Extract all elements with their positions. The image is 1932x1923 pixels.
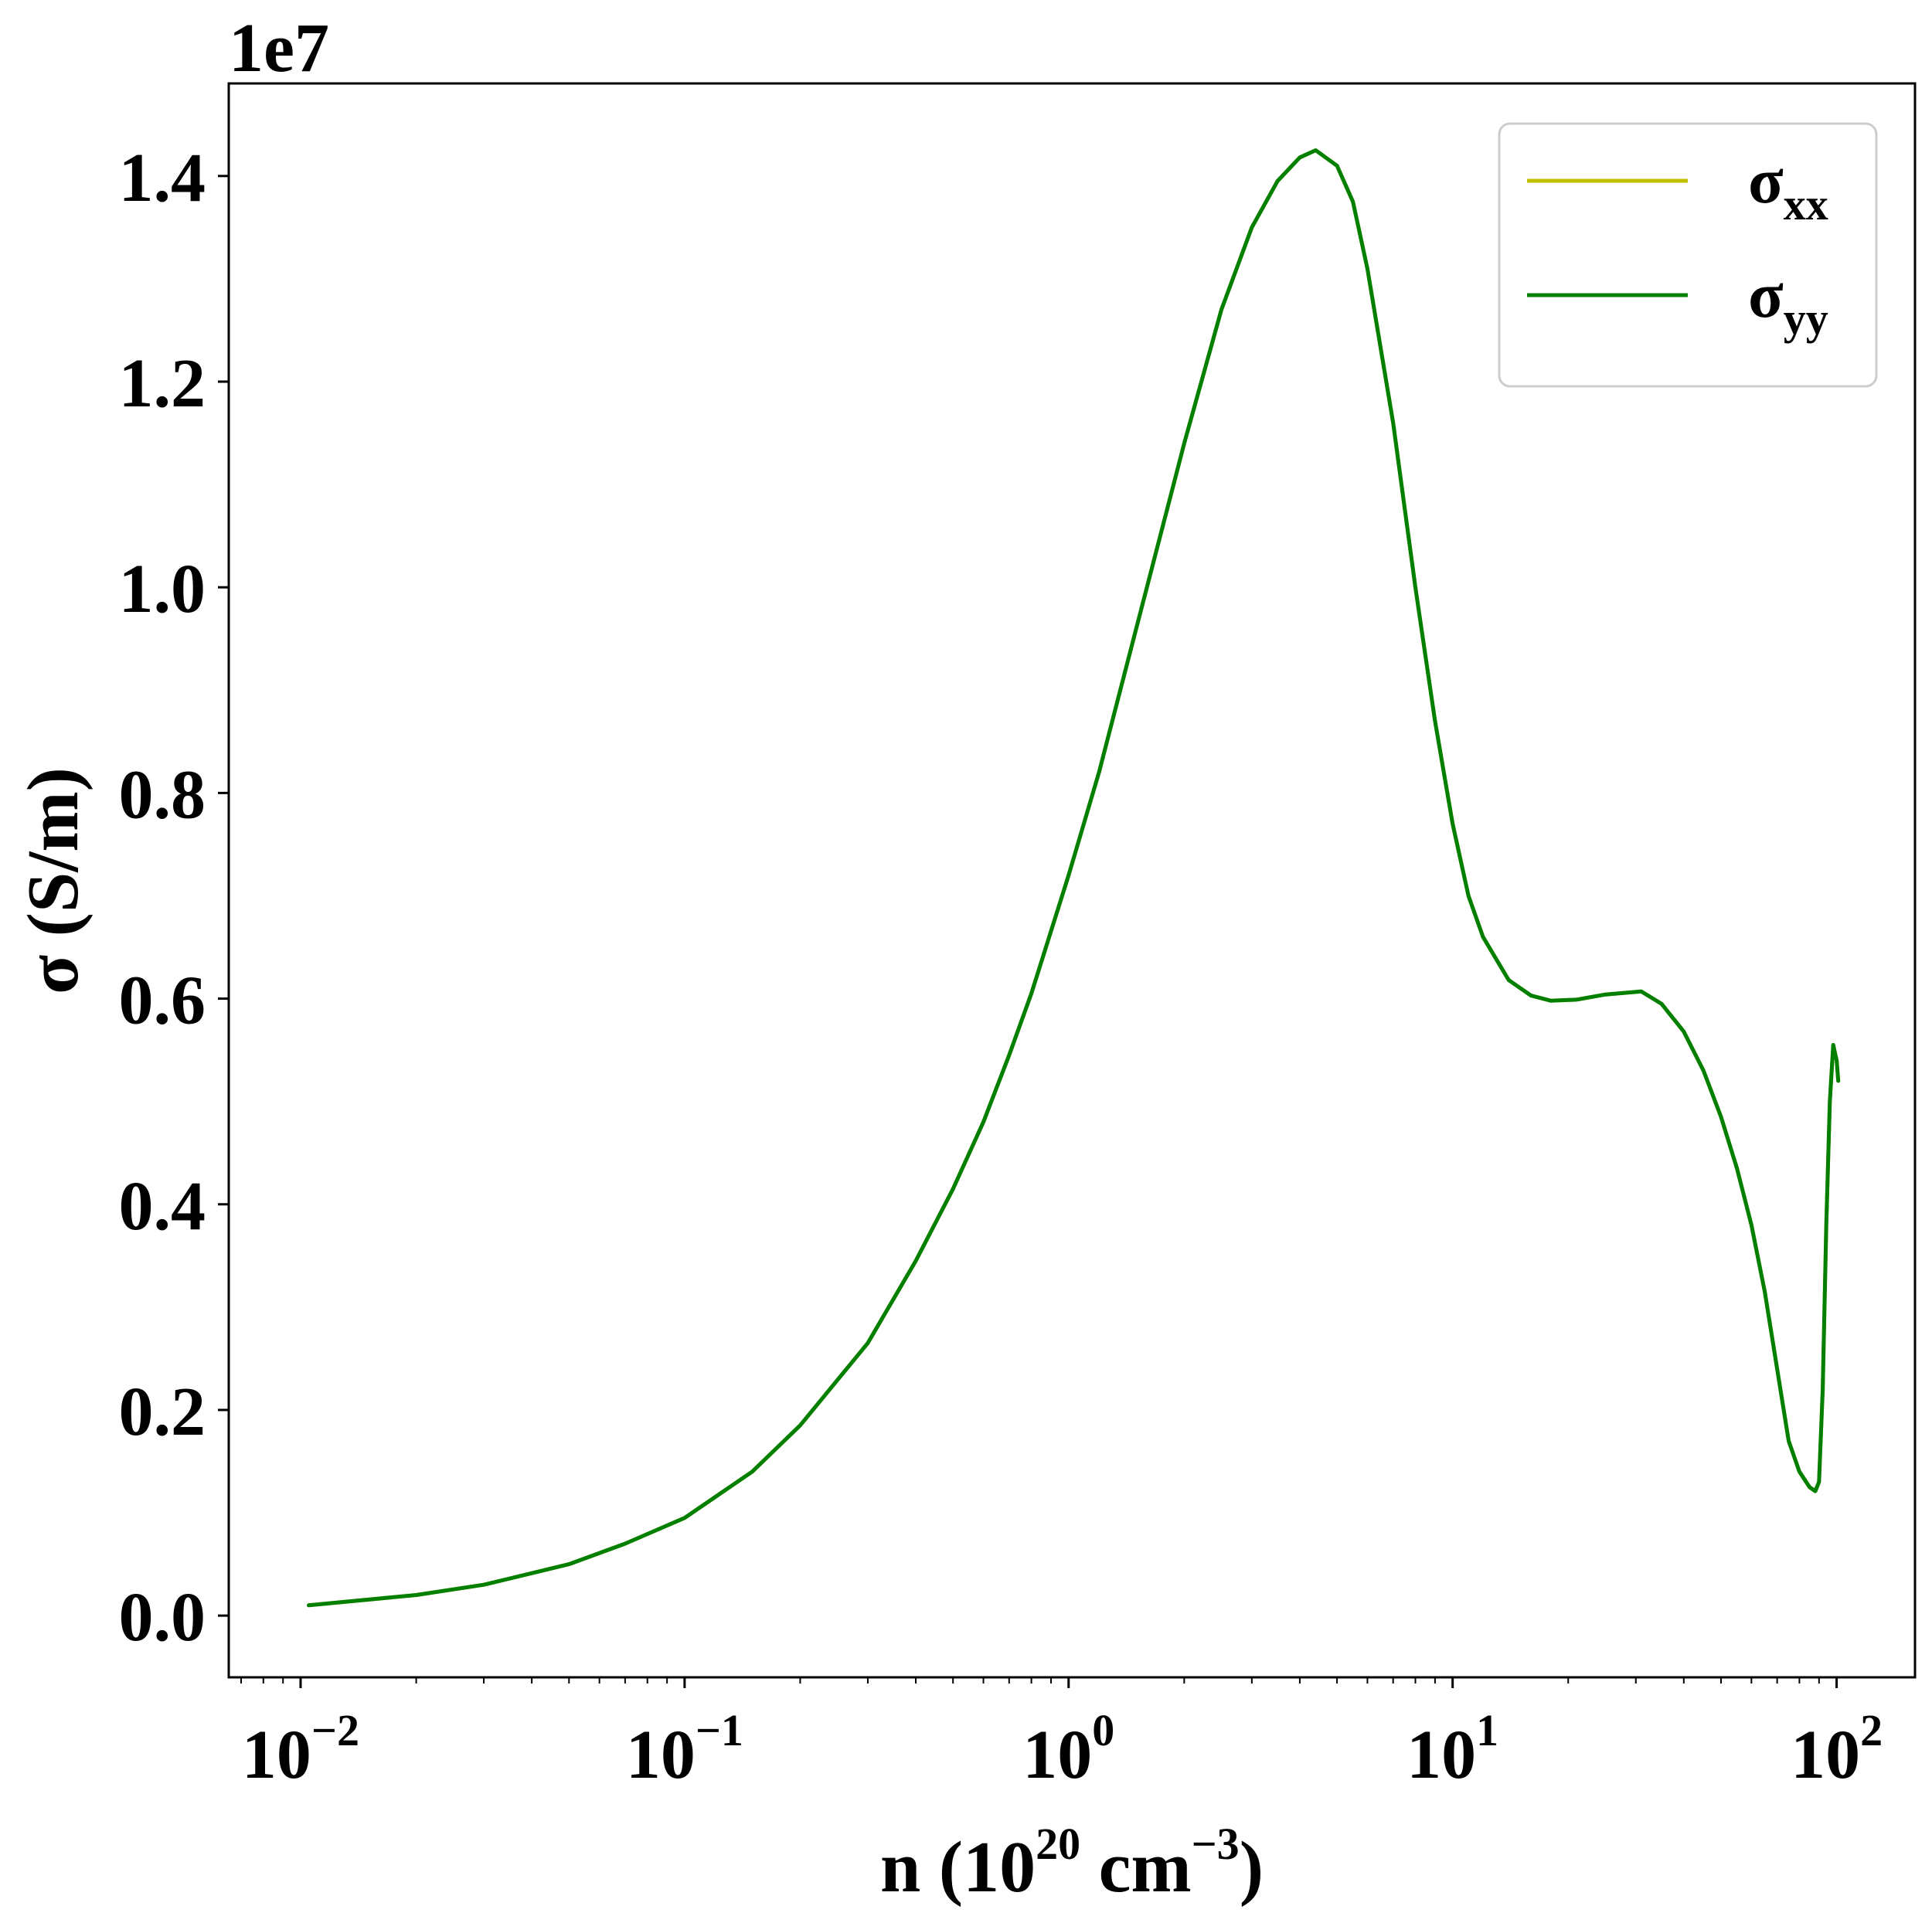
x-tick-label-exponent: −2 (311, 1705, 359, 1755)
x-tick-label-base: 10 (1406, 1717, 1476, 1793)
legend: σxx σyy (1498, 122, 1878, 388)
x-tick-label-base: 10 (1791, 1717, 1860, 1793)
legend-label-sigma-xx-main: σ (1748, 145, 1784, 217)
legend-label-sigma-yy-sub: yy (1784, 294, 1828, 344)
y-axis-label: σ (S/m) (13, 767, 94, 994)
x-axis-label-exp1: 20 (1036, 1819, 1080, 1869)
x-axis-label: n (1020 cm−3) (880, 1819, 1264, 1908)
legend-label-sigma-yy-main: σ (1748, 260, 1784, 331)
series-layer (307, 148, 1841, 1608)
x-tick-label: 10−1 (626, 1705, 743, 1793)
x-tick-label-exponent: 2 (1860, 1705, 1883, 1755)
x-tick-label: 10−2 (242, 1705, 359, 1793)
x-tick-label-exponent: −1 (696, 1705, 743, 1755)
legend-label-sigma-xx-sub: xx (1784, 179, 1828, 229)
y-tick-label: 1.4 (119, 140, 206, 216)
legend-label-sigma-xx: σxx (1748, 145, 1828, 229)
legend-box (1498, 122, 1878, 388)
y-tick-label: 1.0 (119, 551, 206, 627)
x-tick-label: 100 (1022, 1705, 1114, 1793)
x-tick-label: 101 (1406, 1705, 1498, 1793)
x-tick-label-base: 10 (1022, 1717, 1092, 1793)
y-tick-label: 1.2 (119, 345, 206, 422)
x-tick-label: 102 (1791, 1705, 1883, 1793)
x-axis-label-exp2: −3 (1192, 1819, 1240, 1869)
x-tick-label-exponent: 0 (1092, 1705, 1114, 1755)
y-axis-ticks: 0.0 0.2 0.4 0.6 0.8 1.0 1.2 1.4 (119, 140, 229, 1656)
x-axis-ticks: 10−2 10−1 100 101 102 (240, 1677, 1883, 1793)
legend-label-sigma-yy: σyy (1748, 260, 1828, 344)
y-tick-label: 0.2 (119, 1374, 206, 1450)
x-tick-label-exponent: 1 (1476, 1705, 1498, 1755)
x-axis-label-mid: cm (1080, 1827, 1192, 1908)
x-tick-label-base: 10 (626, 1717, 696, 1793)
y-offset-text: 1e7 (229, 10, 329, 87)
x-tick-label-base: 10 (242, 1717, 311, 1793)
x-axis-label-tail: ) (1240, 1827, 1264, 1908)
y-tick-label: 0.6 (119, 963, 206, 1039)
y-tick-label: 0.0 (119, 1579, 206, 1656)
y-tick-label: 0.4 (119, 1168, 206, 1245)
plot-frame (227, 82, 1917, 1679)
y-tick-label: 0.8 (119, 756, 206, 833)
series-line-yy (307, 148, 1841, 1608)
x-axis-label-lead: n (10 (880, 1827, 1036, 1908)
